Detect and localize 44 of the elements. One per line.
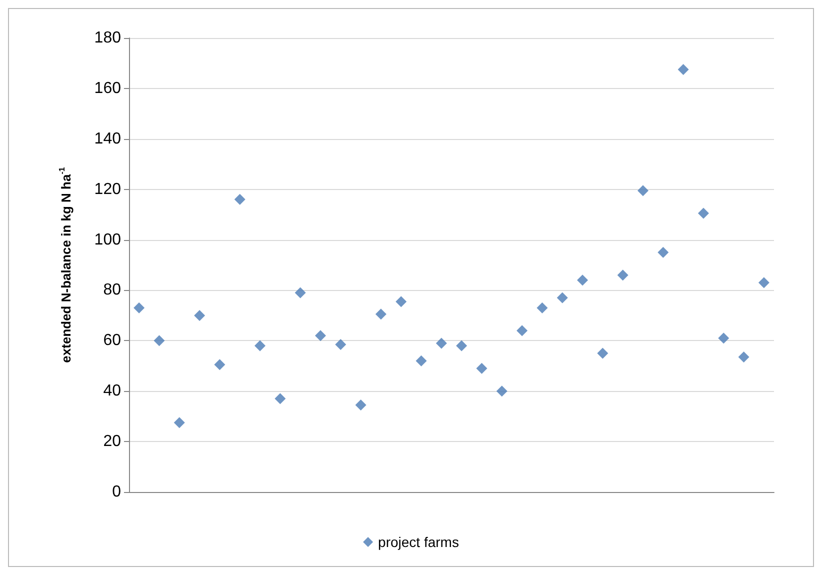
point [536,302,548,314]
legend-label: project farms [378,534,459,550]
point [516,325,528,336]
y-tick-label: 20 [103,433,122,450]
point [556,292,568,304]
y-tick-label: 80 [103,282,122,299]
y-tick-label: 160 [94,80,122,97]
point [678,64,689,76]
y-tick-label: 140 [94,130,122,148]
y-tick-label: 120 [94,180,122,198]
point [274,393,286,404]
point [214,359,226,370]
point [658,246,669,258]
point [476,362,488,374]
point [335,338,346,350]
point [234,194,246,205]
point [396,296,407,308]
point [637,185,648,196]
point [154,335,165,346]
point [577,274,588,286]
point [134,302,145,314]
point [416,355,427,366]
point [294,287,306,298]
point [738,352,750,363]
y-tick-label: 100 [94,231,122,248]
point [496,386,508,397]
point [355,399,366,410]
y-tick-label: 180 [94,30,122,46]
y-tick-label: 40 [103,382,122,400]
point [718,332,730,344]
y-tick-label: 60 [103,332,122,350]
point [375,308,386,320]
y-axis-title: extended N-balance in kg N ha-1 [58,166,74,363]
point [758,277,770,288]
point [436,338,447,349]
point [597,348,608,359]
point [314,330,326,342]
point [194,310,206,321]
point [456,340,468,352]
point [617,270,628,281]
point [254,340,266,352]
point [174,417,185,428]
y-tick-label: 0 [112,484,122,500]
point [698,208,709,219]
